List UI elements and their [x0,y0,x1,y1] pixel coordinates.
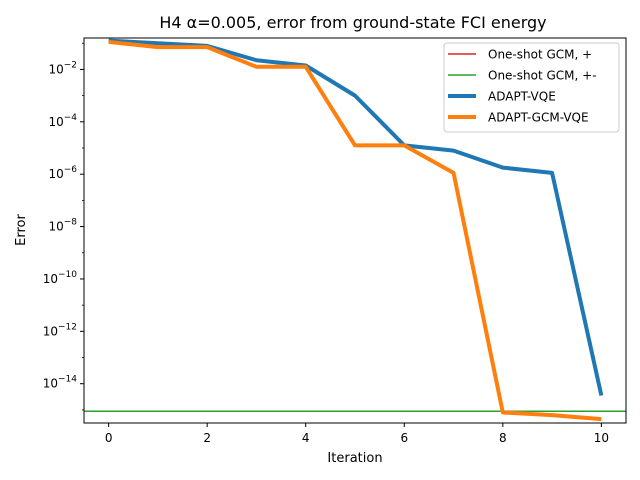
chart-title: H4 α=0.005, error from ground-state FCI … [159,13,546,32]
y-tick-label: 10−10 [43,270,78,286]
y-axis-label: Error [14,214,29,246]
y-tick-label: 10−14 [43,375,78,391]
x-tick-label: 2 [203,431,211,445]
x-tick-label: 6 [400,431,408,445]
axes-frame [83,37,627,424]
x-tick-label: 8 [499,431,507,445]
legend-label-adapt-vqe: ADAPT-VQE [488,90,556,104]
y-tick-label: 10−4 [48,113,77,129]
y-tick-label: 10−8 [48,218,77,234]
series-adapt-gcm-vqe [108,39,602,422]
y-tick-label: 10−6 [48,165,77,181]
plot-area: 0 2 4 6 8 10 10−14 10−12 10−10 10−8 10−6 10−4 10−2 [43,37,627,445]
legend: One-shot GCM, + One-shot GCM, +- ADAPT-VQE… [443,42,620,133]
legend-label-one-shot-gcm: One-shot GCM, + [488,48,592,62]
legend-frame [443,42,620,133]
x-tick-label: 0 [105,431,113,445]
series-adapt-vqe [108,38,604,396]
x-tick-label: 10 [594,431,609,445]
legend-label-one-shot-gcm: One-shot GCM, +- [488,69,597,83]
legend-label-adapt-gcm-vqe: ADAPT-GCM-VQE [488,111,589,125]
x-axis-label: Iteration [327,451,382,466]
x-tick-label: 4 [302,431,310,445]
y-tick-label: 10−2 [48,60,77,76]
y-tick-label: 10−12 [43,322,77,338]
